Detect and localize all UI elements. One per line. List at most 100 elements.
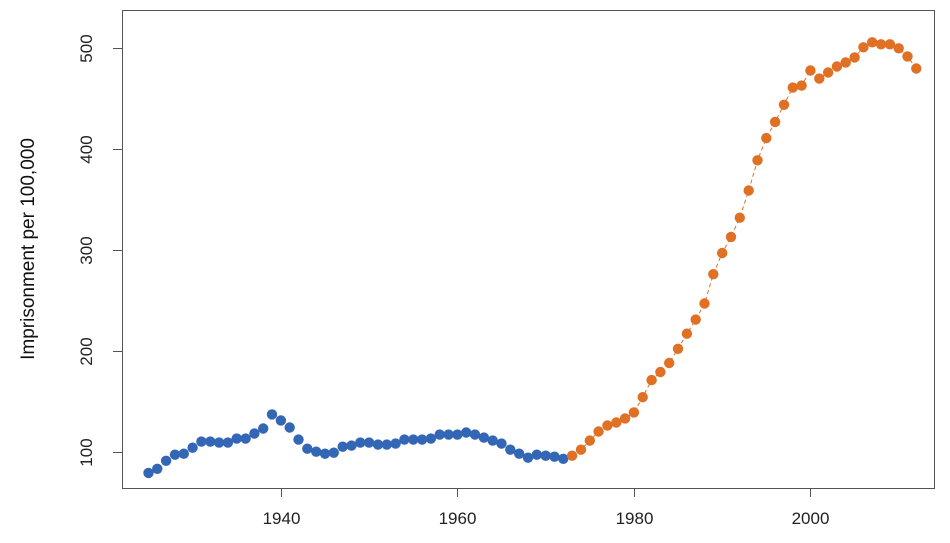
series-2-point	[831, 61, 843, 72]
series-1-point	[231, 433, 242, 444]
y-axis-title: Imprisonment per 100,000	[18, 138, 39, 360]
series-2-point	[822, 67, 834, 78]
series-2-point	[875, 39, 887, 50]
y-tick-label: 500	[77, 34, 96, 62]
series-2-point	[681, 328, 693, 339]
series-2-point	[849, 52, 860, 63]
series-2-point	[840, 57, 851, 68]
y-tick-label: 200	[77, 337, 96, 365]
series-2-point	[584, 435, 595, 446]
series-1-point	[434, 429, 445, 440]
series-1-point	[346, 440, 357, 451]
series-2-point	[637, 392, 648, 403]
series-1-point	[363, 437, 375, 448]
series-2-point	[787, 82, 798, 93]
series-1-point	[355, 437, 366, 448]
series-1-point	[381, 439, 392, 450]
connector-layer	[571, 41, 917, 457]
series-1-point	[408, 434, 419, 445]
series-1-point	[152, 463, 163, 474]
series-2-point	[884, 39, 896, 50]
series-1-point	[160, 455, 172, 466]
series-1-point	[187, 442, 198, 453]
series-1-point	[416, 434, 428, 445]
x-tick-label: 1960	[439, 509, 477, 528]
series-2-point	[664, 357, 675, 369]
series-1-point	[213, 437, 225, 448]
series-1-point	[275, 415, 287, 426]
series-2-point	[655, 366, 666, 378]
x-tick-label: 2000	[792, 509, 830, 528]
series-1-point	[258, 423, 269, 434]
series-2-point	[743, 185, 754, 196]
series-1-point	[514, 448, 525, 459]
x-axis: 1940 1960 1980 2000	[263, 488, 830, 528]
series-1-point	[478, 432, 490, 443]
series-1-point	[222, 437, 234, 448]
series-1-point	[452, 429, 463, 440]
series-2-point	[814, 73, 825, 84]
series-1-point	[249, 428, 260, 439]
series-1-point	[549, 451, 560, 462]
series-2-point	[708, 269, 719, 280]
x-tick-label: 1980	[616, 509, 654, 528]
series-2-point	[575, 444, 587, 455]
series-2-point	[611, 417, 622, 428]
series-2-point	[752, 155, 763, 166]
series-1-point	[425, 433, 437, 444]
y-axis: 100 200 300 400 500	[77, 34, 123, 467]
series-2-point	[717, 247, 728, 259]
series-1-point	[372, 439, 384, 450]
series-1-point	[531, 449, 542, 460]
series-2-point	[602, 420, 613, 431]
series-1-point	[505, 444, 516, 455]
series-1-point	[337, 441, 348, 452]
series-1-point	[399, 434, 410, 445]
series-2-point	[628, 407, 640, 418]
series-2-point	[725, 231, 737, 243]
series-1-point	[496, 438, 507, 449]
series-2-point	[761, 132, 772, 144]
series-1-point	[205, 436, 216, 447]
series-1-point	[443, 429, 454, 440]
series-1-point	[302, 443, 313, 454]
series-2-point	[619, 413, 631, 424]
series-1-point	[487, 435, 498, 446]
series-1-point	[461, 427, 472, 438]
series-2-point	[778, 99, 790, 111]
series-1-point	[240, 433, 251, 444]
series-2-point	[805, 65, 816, 76]
x-tick-label: 1940	[263, 509, 301, 528]
series-2-point	[902, 51, 913, 62]
y-tick-label: 400	[77, 135, 96, 163]
series-1-point	[469, 429, 481, 440]
series-2-point	[566, 450, 578, 461]
series-2-point	[646, 374, 657, 386]
series-2-point	[893, 43, 904, 54]
series-2-point	[858, 42, 869, 53]
series-1-point	[178, 448, 189, 459]
points-layer	[143, 37, 922, 479]
series-1-point	[169, 449, 181, 460]
series-2-point	[672, 343, 684, 354]
series-1-point	[328, 447, 339, 458]
series-1-point	[540, 450, 551, 461]
series-2-point	[734, 212, 745, 223]
series-1-point	[196, 436, 207, 447]
series-1-point	[311, 446, 322, 457]
series-1-point	[284, 422, 295, 433]
series-1-point	[522, 452, 534, 463]
series-1-point	[143, 467, 154, 479]
series-2-point	[867, 37, 878, 48]
series-1-point	[266, 409, 278, 420]
series-2-point	[593, 426, 604, 437]
series-2-point	[699, 298, 710, 309]
series-2-point	[796, 80, 807, 91]
series-1-point	[293, 434, 304, 445]
series-1-point	[558, 453, 569, 464]
series-2-connector	[571, 41, 917, 457]
series-2-point	[911, 63, 922, 74]
y-tick-label: 300	[77, 236, 96, 264]
